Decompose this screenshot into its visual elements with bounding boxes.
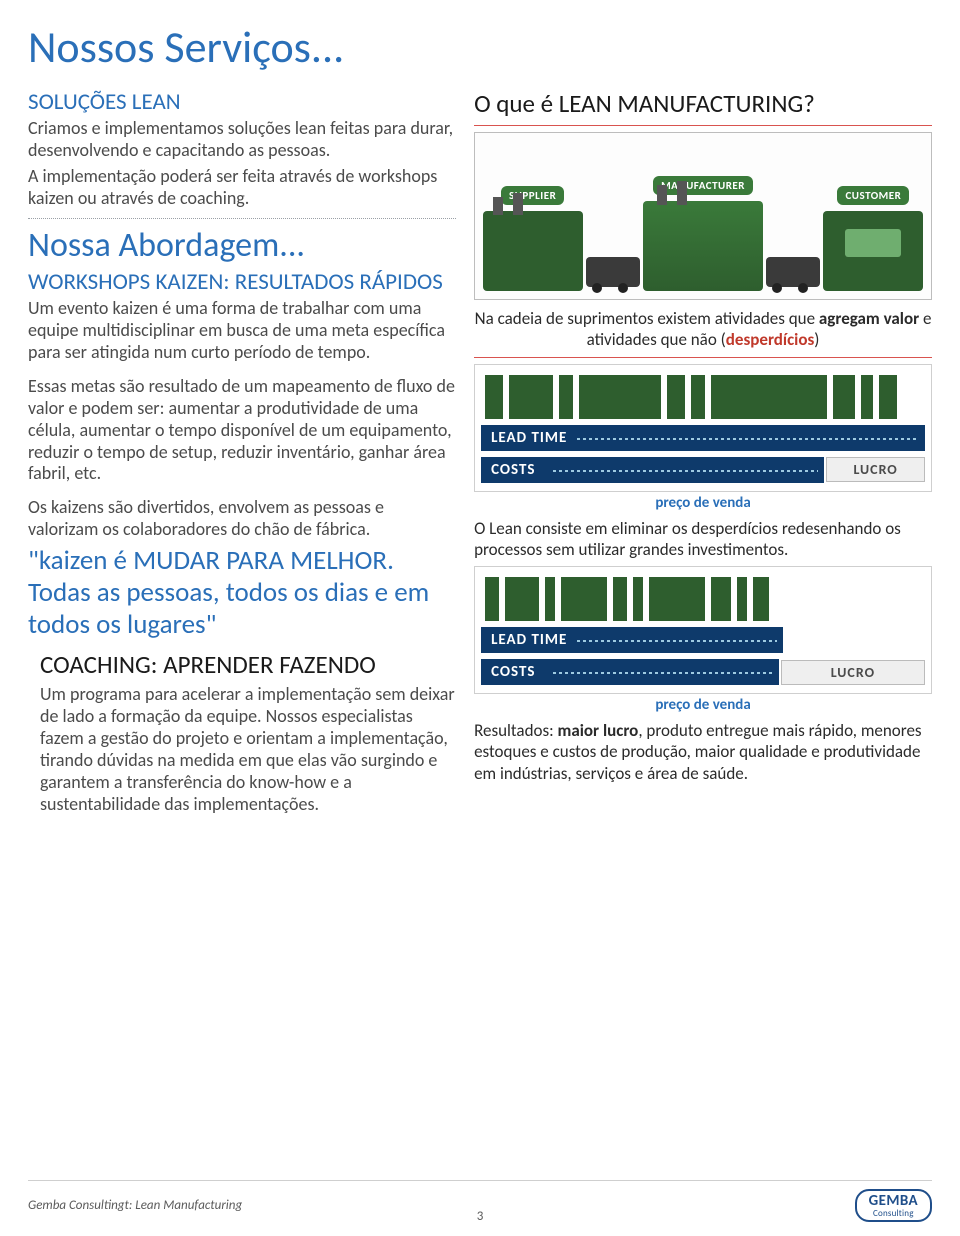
supplier-label: SUPPLIER xyxy=(501,186,564,205)
page-title: Nossos Serviços... xyxy=(28,20,932,74)
bar-segment xyxy=(579,375,661,419)
coaching-body: Um programa para acelerar a implementaçã… xyxy=(40,684,456,816)
lean-title: O que é LEAN MANUFACTURING? xyxy=(474,88,932,119)
red-divider-2 xyxy=(474,357,932,358)
costs-band-before: COSTS xyxy=(481,457,824,483)
bar-segment xyxy=(485,577,499,621)
manufacturer-icon xyxy=(643,201,763,291)
manufacturer-label: MANUFACTURER xyxy=(653,176,753,195)
page-footer: Gemba Consultingt: Lean Manufacturing 3 … xyxy=(28,1180,932,1222)
leadtime-band-after: LEAD TIME xyxy=(481,627,783,653)
supply-chain-caption: Na cadeia de suprimentos existem ativida… xyxy=(474,308,932,351)
bar-segment xyxy=(667,375,685,419)
logo-top-text: GEMBA xyxy=(869,1194,918,1209)
coaching-heading: COACHING: APRENDER FAZENDO xyxy=(40,649,456,680)
footer-text: Gemba Consultingt: Lean Manufacturing xyxy=(28,1198,242,1213)
leadtime-diagram-after: LEAD TIME COSTS LUCRO xyxy=(474,566,932,694)
bar-segment xyxy=(861,375,873,419)
lucro-label-after: LUCRO xyxy=(781,660,925,685)
bar-segment xyxy=(711,577,731,621)
bar-row-before xyxy=(481,371,925,419)
price-label-after: preço de venda xyxy=(474,696,932,714)
cost-row-before: COSTS LUCRO xyxy=(481,457,925,483)
bar-segment xyxy=(753,577,769,621)
bar-segment xyxy=(691,375,705,419)
results-em: maior lucro xyxy=(558,720,639,741)
page-number: 3 xyxy=(477,1209,484,1224)
dotted-divider xyxy=(28,218,456,219)
gemba-logo: GEMBA Consulting xyxy=(855,1189,932,1222)
bar-segment xyxy=(833,375,855,419)
bar-segment xyxy=(559,375,573,419)
solucoes-body-2: A implementação poderá ser feita através… xyxy=(28,166,456,210)
workshops-heading: WORKSHOPS KAIZEN: RESULTADOS RÁPIDOS xyxy=(28,268,456,296)
workshops-body-3: Os kaizens são divertidos, envolvem as p… xyxy=(28,497,456,541)
bar-row-after xyxy=(481,573,925,621)
left-column: SOLUÇÕES LEAN Criamos e implementamos so… xyxy=(28,88,456,820)
workshops-body-2: Essas metas são resultado de um mapeamen… xyxy=(28,376,456,486)
costs-band-after: COSTS xyxy=(481,659,779,685)
leadtime-diagram-before: LEAD TIME COSTS LUCRO xyxy=(474,364,932,492)
bar-segment xyxy=(561,577,607,621)
bar-segment xyxy=(509,375,553,419)
customer-label: CUSTOMER xyxy=(837,186,909,205)
bar-segment xyxy=(485,375,503,419)
two-column-layout: SOLUÇÕES LEAN Criamos e implementamos so… xyxy=(28,88,932,820)
bar-segment xyxy=(505,577,539,621)
bar-segment xyxy=(737,577,747,621)
leadtime-band-before: LEAD TIME xyxy=(481,425,925,451)
logo-bottom-text: Consulting xyxy=(869,1209,918,1218)
lucro-label-before: LUCRO xyxy=(826,457,925,482)
kaizen-quote: "kaizen é MUDAR PARA MELHOR. Todas as pe… xyxy=(28,545,456,641)
bar-segment xyxy=(649,577,705,621)
lean-description: O Lean consiste em eliminar os desperdíc… xyxy=(474,518,932,561)
right-column: O que é LEAN MANUFACTURING? SUPPLIER MAN… xyxy=(474,88,932,820)
red-divider-top xyxy=(474,125,932,126)
abordagem-heading: Nossa Abordagem... xyxy=(28,225,456,266)
truck-icon-1 xyxy=(586,257,640,287)
caption-red: desperdícios xyxy=(726,329,815,350)
customer-icon xyxy=(823,211,923,291)
truck-icon-2 xyxy=(766,257,820,287)
supplier-node: SUPPLIER xyxy=(483,186,583,291)
bar-segment xyxy=(613,577,627,621)
price-label-before: preço de venda xyxy=(474,494,932,512)
solucoes-heading: SOLUÇÕES LEAN xyxy=(28,88,456,116)
supply-chain-illustration: SUPPLIER MANUFACTURER CUSTOMER xyxy=(474,132,932,300)
caption-text-3: ) xyxy=(814,329,819,350)
results-prefix: Resultados: xyxy=(474,720,557,741)
bar-segment xyxy=(879,375,897,419)
caption-em-1: agregam valor xyxy=(819,308,919,329)
results-text: Resultados: maior lucro, produto entregu… xyxy=(474,720,932,784)
workshops-body-1: Um evento kaizen é uma forma de trabalha… xyxy=(28,298,456,364)
solucoes-body-1: Criamos e implementamos soluções lean fe… xyxy=(28,118,456,162)
bar-segment xyxy=(711,375,827,419)
bar-segment xyxy=(633,577,643,621)
caption-text-1: Na cadeia de suprimentos existem ativida… xyxy=(475,308,819,329)
bar-segment xyxy=(545,577,555,621)
cost-row-after: COSTS LUCRO xyxy=(481,659,925,685)
manufacturer-node: MANUFACTURER xyxy=(643,176,763,291)
customer-node: CUSTOMER xyxy=(823,186,923,291)
supplier-icon xyxy=(483,211,583,291)
